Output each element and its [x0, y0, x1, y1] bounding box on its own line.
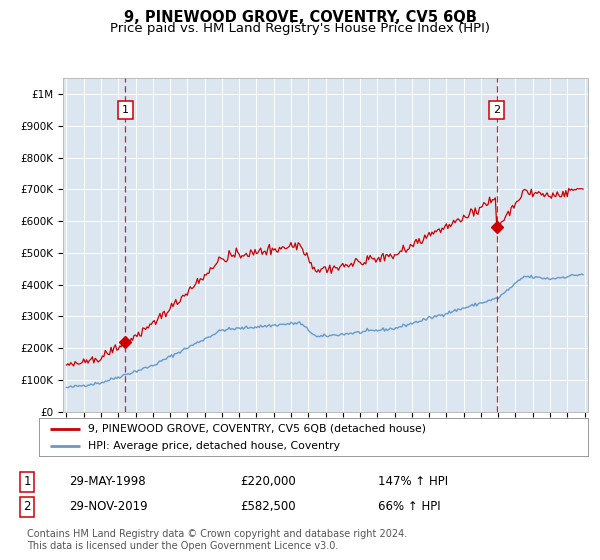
- Text: HPI: Average price, detached house, Coventry: HPI: Average price, detached house, Cove…: [88, 441, 340, 451]
- Text: 66% ↑ HPI: 66% ↑ HPI: [378, 500, 440, 514]
- Text: 2: 2: [23, 500, 31, 514]
- Text: 1: 1: [122, 105, 129, 115]
- Text: 29-NOV-2019: 29-NOV-2019: [69, 500, 148, 514]
- Text: 9, PINEWOOD GROVE, COVENTRY, CV5 6QB (detached house): 9, PINEWOOD GROVE, COVENTRY, CV5 6QB (de…: [88, 424, 427, 434]
- Text: £220,000: £220,000: [240, 475, 296, 488]
- Text: 2: 2: [493, 105, 500, 115]
- Text: £582,500: £582,500: [240, 500, 296, 514]
- Text: Price paid vs. HM Land Registry's House Price Index (HPI): Price paid vs. HM Land Registry's House …: [110, 22, 490, 35]
- Text: 147% ↑ HPI: 147% ↑ HPI: [378, 475, 448, 488]
- Text: Contains HM Land Registry data © Crown copyright and database right 2024.
This d: Contains HM Land Registry data © Crown c…: [27, 529, 407, 551]
- Text: 1: 1: [23, 475, 31, 488]
- Text: 29-MAY-1998: 29-MAY-1998: [69, 475, 146, 488]
- Text: 9, PINEWOOD GROVE, COVENTRY, CV5 6QB: 9, PINEWOOD GROVE, COVENTRY, CV5 6QB: [124, 10, 476, 25]
